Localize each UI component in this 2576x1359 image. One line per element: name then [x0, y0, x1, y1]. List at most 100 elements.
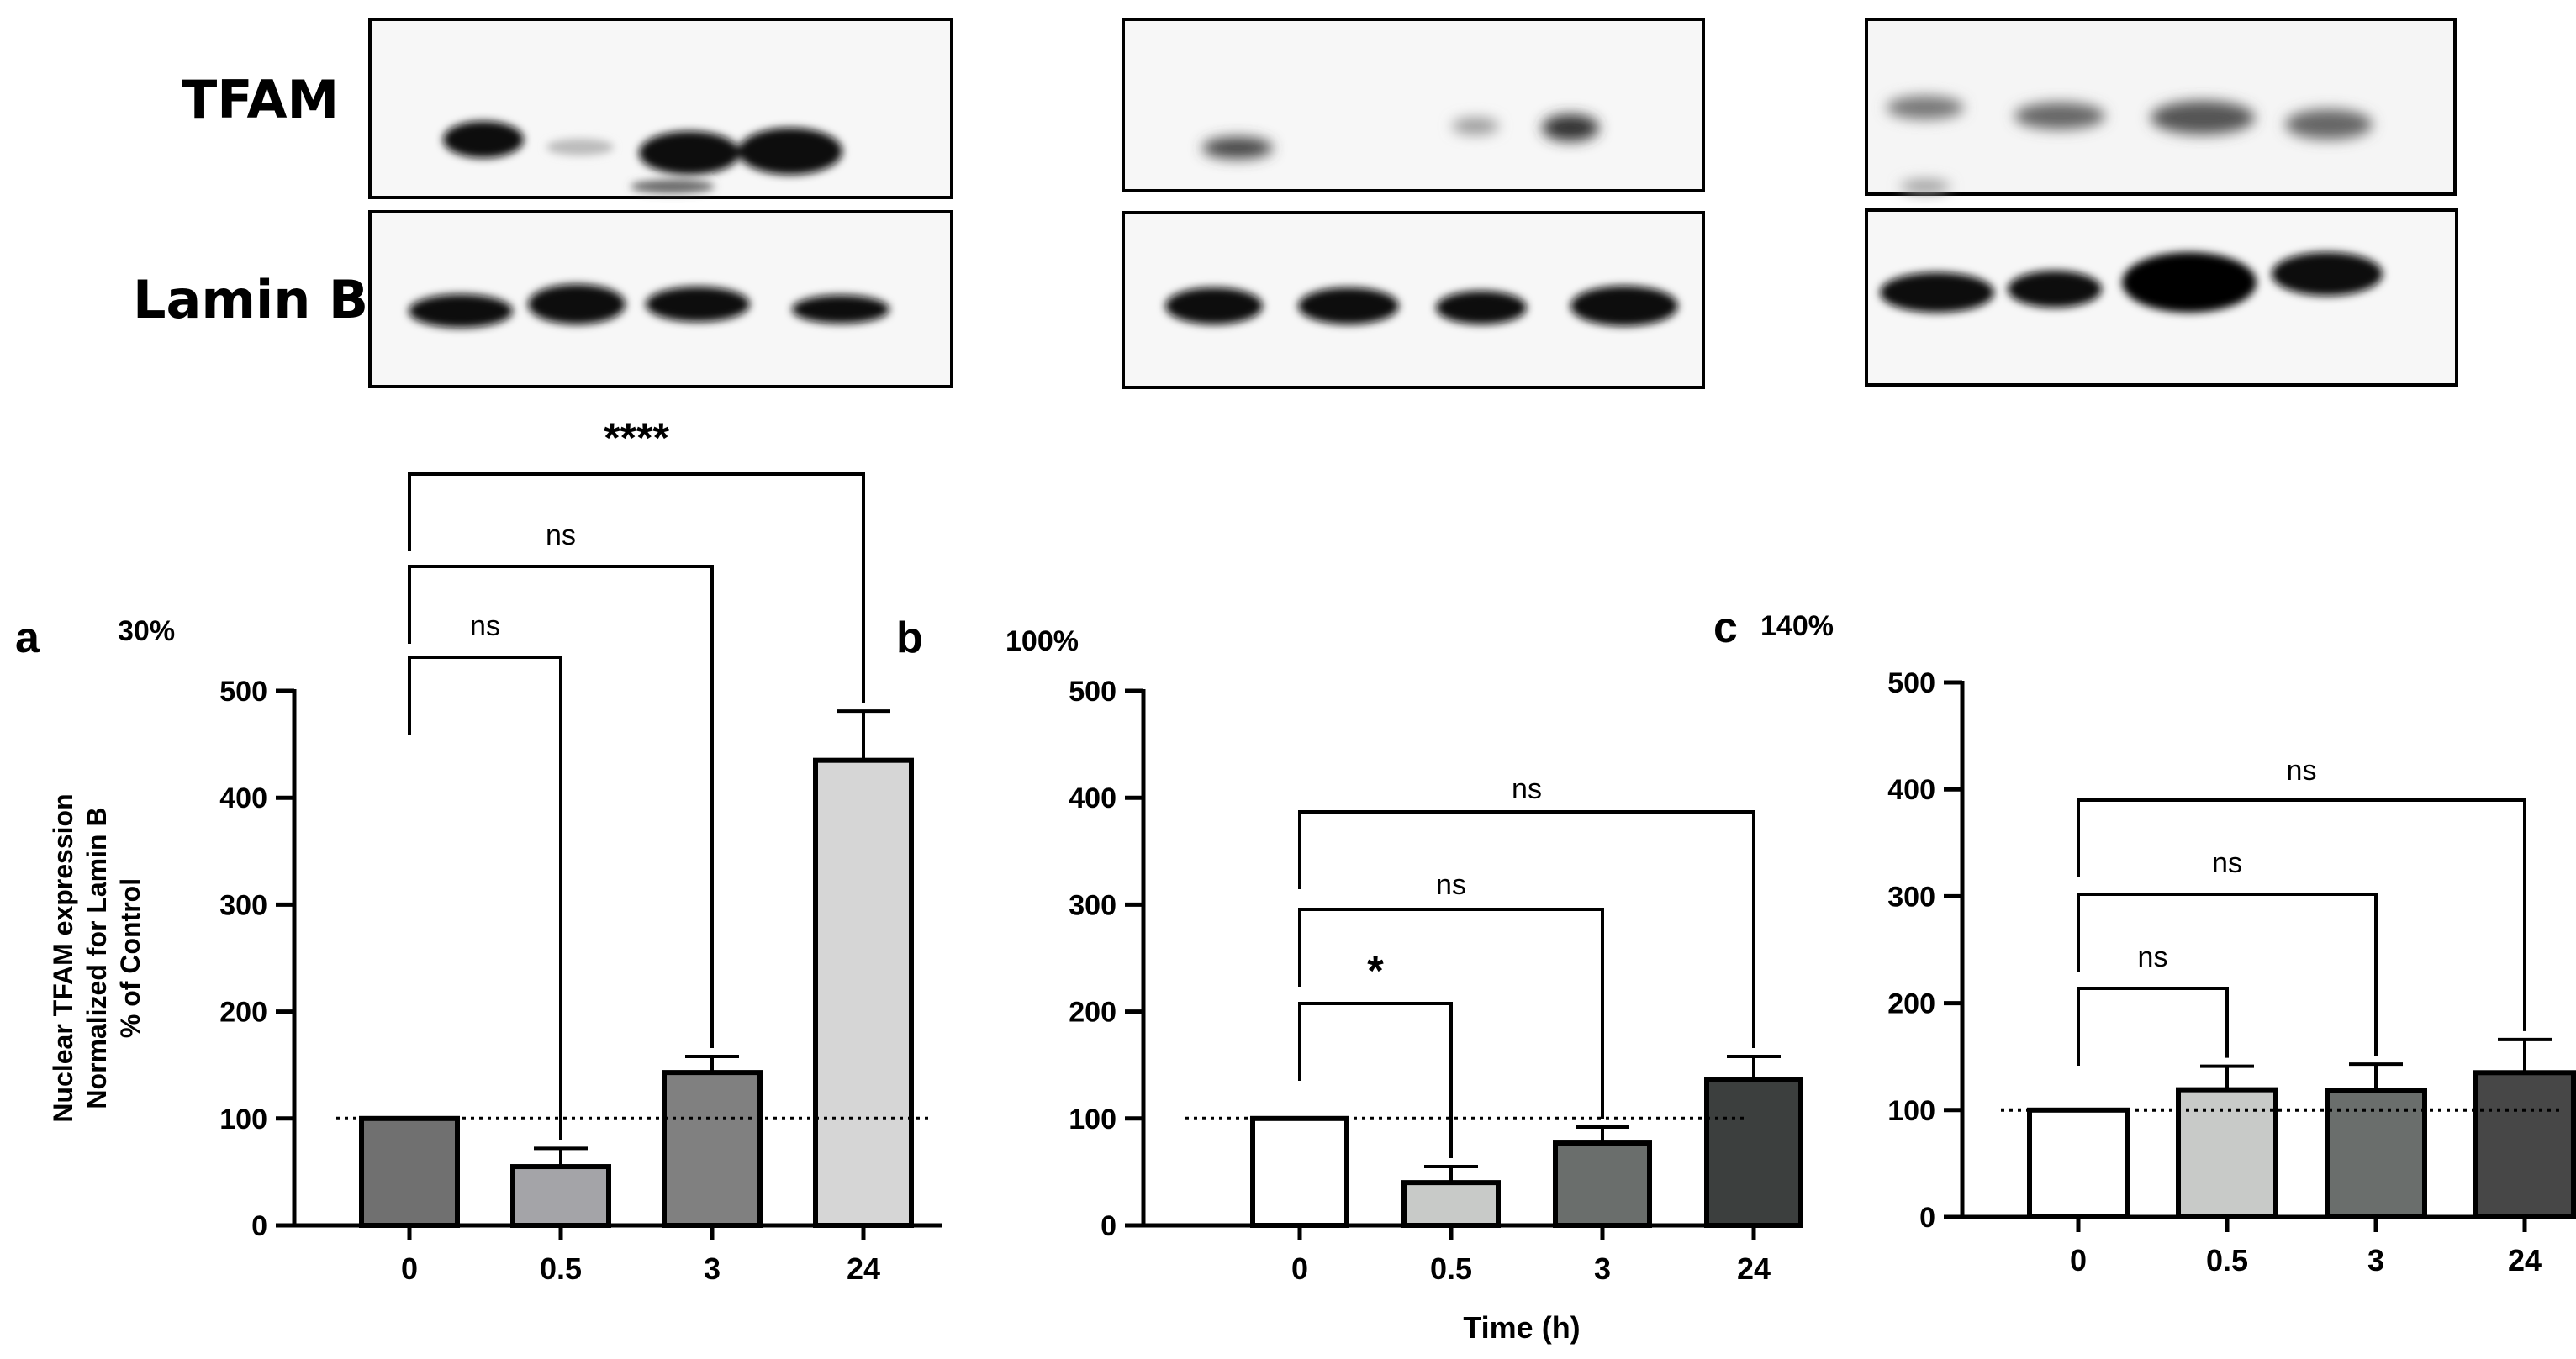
tfam-band-b-3: [1452, 118, 1499, 134]
sig-label-c-0.5: ns: [2138, 941, 2168, 973]
percent-label-b: 100%: [1006, 625, 1079, 657]
tfam-band-b-24: [1542, 114, 1599, 141]
lamin-band-a-24: [792, 295, 889, 324]
bar-c-3: [2325, 1088, 2427, 1220]
bar-c-24: [2473, 1070, 2576, 1220]
x-tick-label-c-0: 0: [2070, 1243, 2087, 1277]
blot-frame-tfam-b: [1122, 18, 1705, 192]
y-tick-label-c-0: 0: [1919, 1202, 1935, 1234]
sig-bracket-c-0.5: [2077, 987, 2229, 1066]
tfam-band-c-0-5: [2014, 103, 2105, 129]
bar-c-0: [2027, 1107, 2130, 1220]
y-tick-label-b-200: 200: [1069, 997, 1116, 1029]
x-tick-label-c-24: 24: [2508, 1243, 2542, 1277]
lamin-band-c-0: [1880, 272, 1994, 313]
percent-label-c: 140%: [1760, 610, 1834, 642]
y-tick-label-c-200: 200: [1887, 988, 1935, 1020]
lamin-band-a-0: [409, 294, 513, 328]
panel-letter-c: c: [1713, 603, 1738, 652]
panel-letter-a: a: [15, 614, 40, 662]
sig-bracket-b-0.5: [1298, 1002, 1453, 1159]
blot-label-lamin-b: Lamin B: [133, 269, 368, 330]
sig-bracket-b-24: [1298, 810, 1755, 1049]
tfam-band-c-0: [1887, 96, 1964, 119]
x-tick-label-a-24: 24: [847, 1251, 880, 1286]
western-blot: TFAM Lamin B: [133, 18, 2458, 389]
tfam-band-a-3: [639, 131, 740, 175]
bar-b-0: [1250, 1115, 1349, 1229]
bar-a-0.5: [510, 1164, 611, 1229]
sig-bracket-c-24: [2077, 798, 2526, 1031]
tfam-bands-b: [1202, 114, 1599, 159]
chart-panel-a: a 30% 0 100 200 300 400 500 0 0.5 3 24 ns ns ****: [15, 414, 942, 1286]
chart-panel-b: b 100% 0 100 200 300 400 500 0 0.5 3 24 * ns ns: [896, 614, 1803, 1286]
y-tick-label-c-100: 100: [1887, 1095, 1935, 1127]
x-tick-label-a-0: 0: [401, 1251, 418, 1286]
y-tick-label-c-300: 300: [1887, 881, 1935, 913]
y-tick-label-a-200: 200: [219, 997, 267, 1029]
tfam-band-c-3: [2151, 101, 2255, 134]
y-tick-label-a-500: 500: [219, 676, 267, 708]
bar-b-24: [1704, 1077, 1803, 1229]
lamin-bands-a: [409, 284, 889, 328]
sig-bracket-a-0.5: [408, 656, 562, 1140]
lamin-band-c-0-5: [2008, 271, 2102, 308]
sig-label-c-24: ns: [2287, 755, 2317, 787]
x-tick-label-b-3: 3: [1594, 1251, 1611, 1286]
y-tick-label-a-300: 300: [219, 889, 267, 921]
y-axis-title-line-1: Nuclear TFAM expression: [48, 793, 78, 1122]
lamin-bands-b: [1165, 286, 1678, 326]
x-axis-title: Time (h): [1463, 1310, 1580, 1345]
tfam-band-b-0: [1202, 137, 1273, 159]
sig-label-a-0.5: ns: [470, 610, 500, 642]
blot-panel-a: [368, 18, 953, 388]
x-tick-label-b-24: 24: [1737, 1251, 1771, 1286]
lamin-band-c-24: [2272, 252, 2383, 296]
bar-a-3: [662, 1070, 763, 1228]
blot-panel-c: [1865, 18, 2458, 387]
y-tick-label-a-100: 100: [219, 1104, 267, 1135]
sig-bracket-b-3: [1298, 908, 1604, 1119]
percent-label-a: 30%: [118, 615, 175, 647]
sig-label-c-3: ns: [2212, 847, 2242, 879]
tfam-band-a-0: [443, 121, 524, 158]
sig-label-b-0.5: *: [1367, 947, 1384, 994]
lamin-band-b-0: [1165, 287, 1263, 324]
sig-label-b-24: ns: [1512, 773, 1542, 805]
sig-bracket-a-3: [408, 565, 714, 1049]
y-tick-label-b-500: 500: [1069, 676, 1116, 708]
x-tick-label-a-0.5: 0.5: [540, 1251, 582, 1286]
y-tick-label-a-400: 400: [219, 782, 267, 814]
x-tick-label-b-0: 0: [1291, 1251, 1308, 1286]
sig-label-b-3: ns: [1436, 869, 1466, 901]
chart-panel-c: c 140% 0 100 200 300 400 500 0 0.5 3 24 ns ns ns: [1713, 603, 2576, 1277]
bar-b-0.5: [1401, 1180, 1501, 1228]
tfam-band-a-0-5: [546, 139, 614, 155]
sig-bracket-a-24: [408, 472, 865, 703]
y-tick-label-b-300: 300: [1069, 889, 1116, 921]
sig-label-a-3: ns: [546, 519, 576, 551]
tfam-bands-c: [1887, 96, 2373, 193]
tfam-band-a-24: [738, 128, 842, 175]
blot-panel-b: [1122, 18, 1705, 389]
lamin-band-c-3: [2122, 252, 2257, 313]
y-tick-label-a-0: 0: [251, 1210, 267, 1242]
sig-bracket-c-3: [2077, 893, 2378, 1056]
y-tick-label-b-0: 0: [1101, 1210, 1116, 1242]
y-tick-label-b-400: 400: [1069, 782, 1116, 814]
bar-a-24: [813, 757, 914, 1228]
tfam-band-a-smear: [631, 180, 715, 193]
lamin-band-b-24: [1570, 286, 1678, 326]
x-tick-label-a-3: 3: [704, 1251, 721, 1286]
bar-b-3: [1553, 1140, 1652, 1229]
sig-label-a-24: ****: [604, 414, 669, 461]
tfam-band-c-24: [2285, 109, 2373, 140]
y-axis-title-line-3: % of Control: [115, 878, 145, 1038]
y-axis-title: Nuclear TFAM expression Normalized for L…: [48, 793, 145, 1122]
lamin-band-b-3: [1436, 291, 1527, 324]
bar-c-0.5: [2176, 1087, 2278, 1219]
y-tick-label-b-100: 100: [1069, 1104, 1116, 1135]
blot-frame-tfam-c: [1865, 18, 2457, 196]
